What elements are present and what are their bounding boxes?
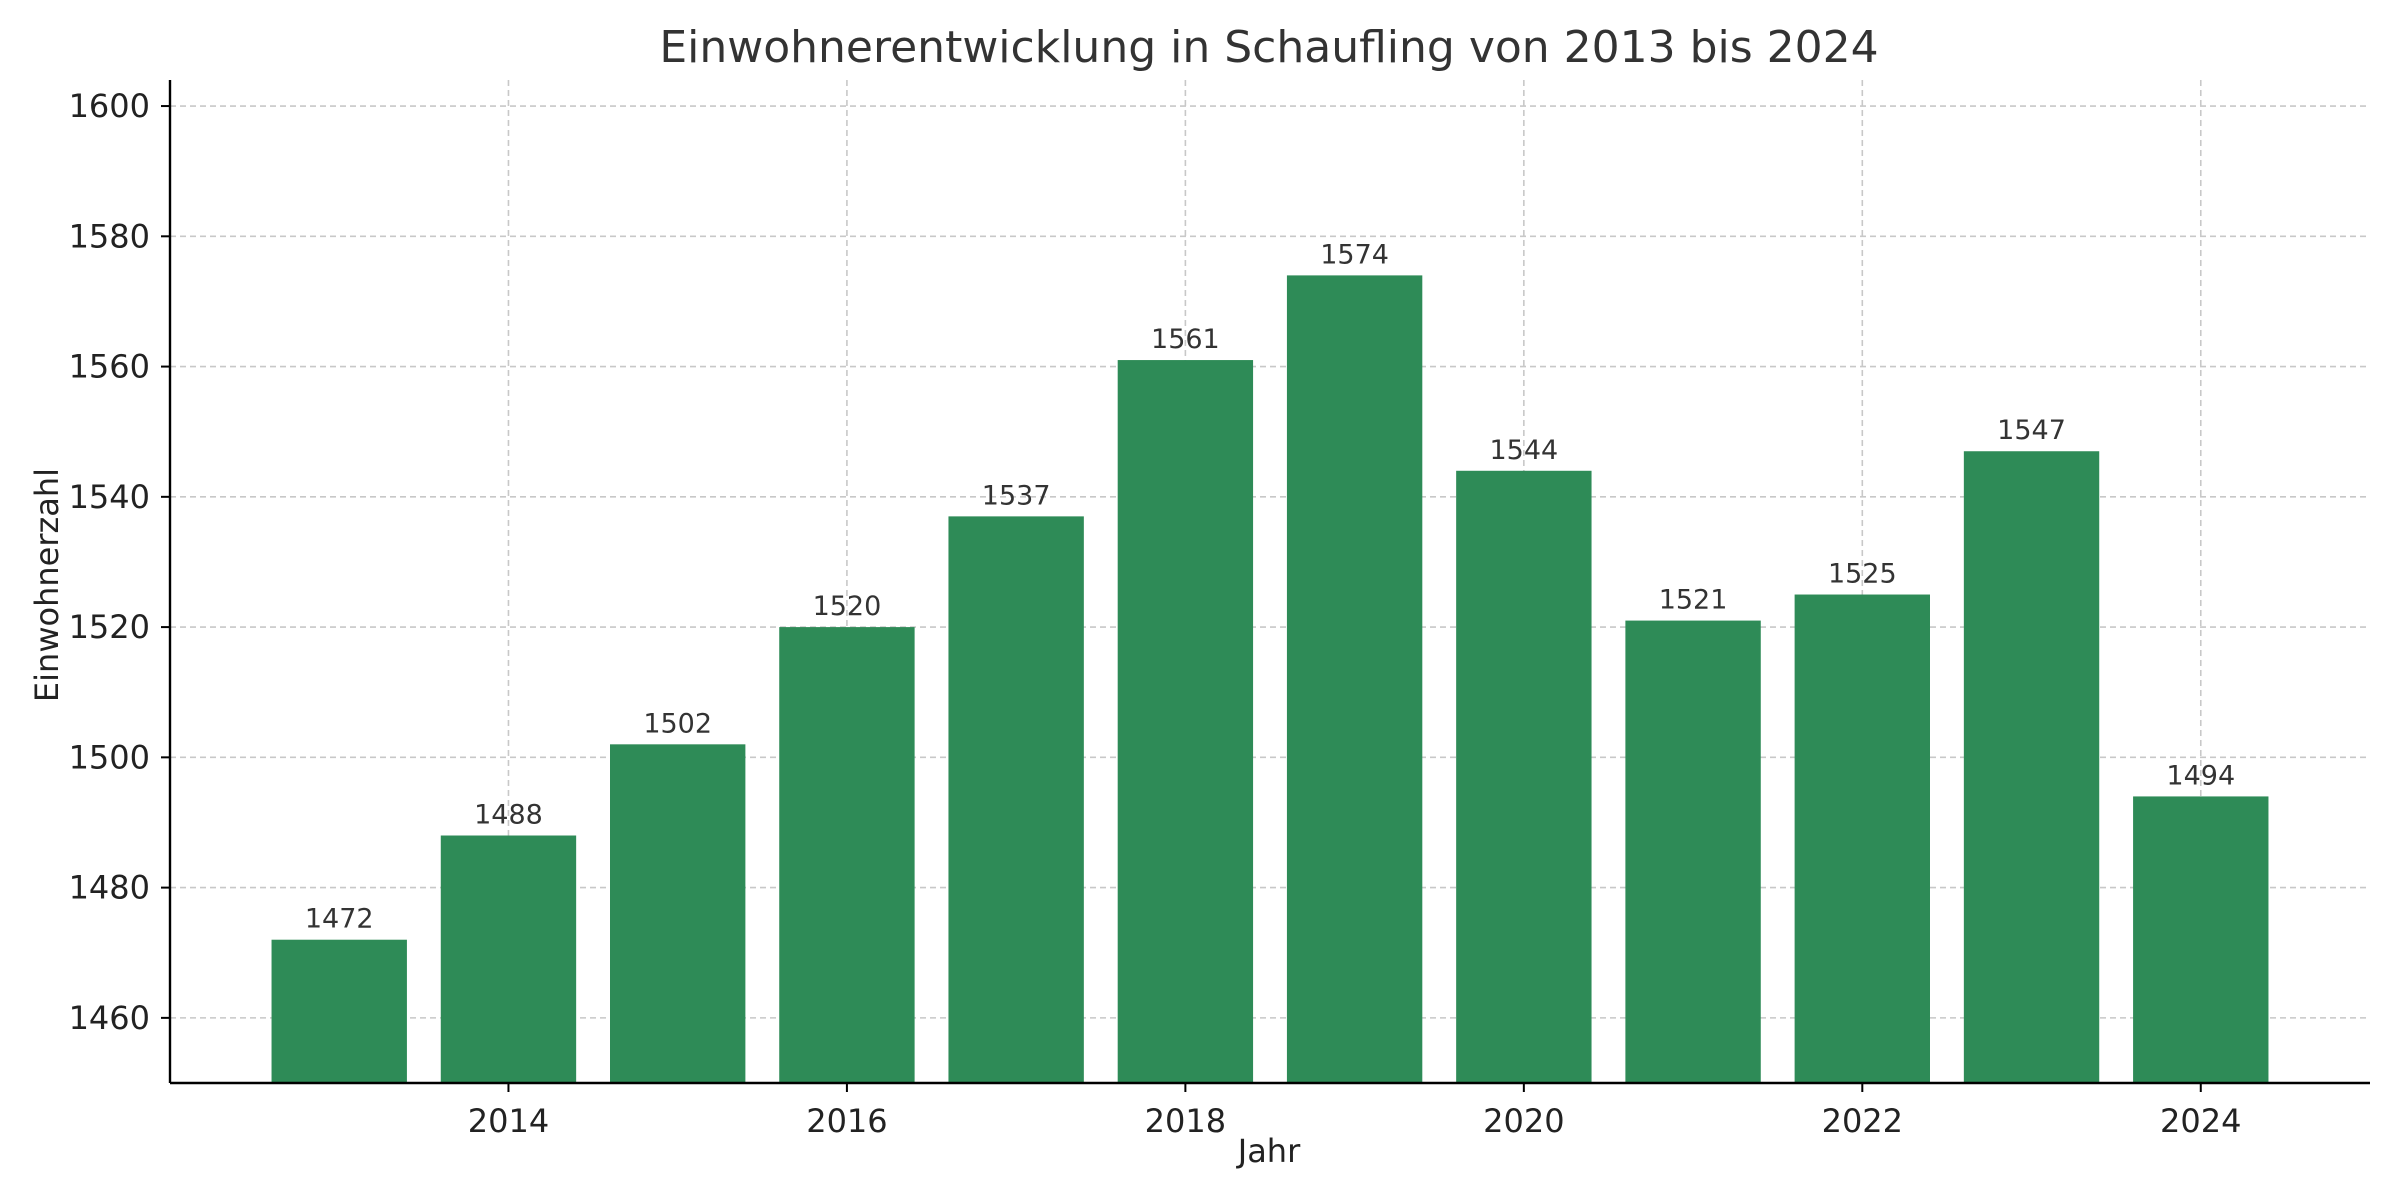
bar-2015 bbox=[610, 744, 746, 1083]
y-tick-label: 1520 bbox=[69, 608, 150, 646]
x-tick-label: 2024 bbox=[2160, 1102, 2241, 1140]
bars-layer bbox=[271, 275, 2269, 1084]
y-axis-title: Einwohnerzahl bbox=[28, 468, 66, 702]
data-label-2013: 1472 bbox=[305, 904, 374, 935]
data-label-2019: 1574 bbox=[1320, 239, 1389, 270]
chart-title: Einwohnerentwicklung in Schaufling von 2… bbox=[659, 22, 1878, 73]
x-tick-label: 2014 bbox=[468, 1102, 549, 1140]
data-label-2023: 1547 bbox=[1997, 415, 2066, 446]
bar-2016 bbox=[779, 627, 915, 1083]
y-tick-label: 1500 bbox=[69, 738, 150, 776]
bar-2024 bbox=[2133, 796, 2269, 1083]
bar-2017 bbox=[948, 516, 1084, 1083]
axes-layer bbox=[168, 80, 2370, 1085]
y-tick-label: 1540 bbox=[69, 478, 150, 516]
x-tick-label: 2016 bbox=[806, 1102, 887, 1140]
data-label-2016: 1520 bbox=[813, 591, 882, 622]
y-tick-label: 1600 bbox=[69, 87, 150, 125]
data-label-2017: 1537 bbox=[982, 480, 1051, 511]
bar-2019 bbox=[1286, 275, 1423, 1083]
data-label-2024: 1494 bbox=[2166, 760, 2235, 791]
data-label-2014: 1488 bbox=[474, 800, 543, 831]
y-tick-label: 1480 bbox=[69, 869, 150, 907]
bar-2020 bbox=[1456, 470, 1592, 1083]
bar-2022 bbox=[1794, 594, 1930, 1083]
x-tick-label: 2022 bbox=[1822, 1102, 1903, 1140]
data-label-2020: 1544 bbox=[1489, 435, 1558, 466]
x-axis-title: Jahr bbox=[1236, 1132, 1301, 1170]
x-tick-label: 2020 bbox=[1483, 1102, 1564, 1140]
bar-2023 bbox=[1963, 451, 2100, 1084]
data-label-2021: 1521 bbox=[1659, 585, 1728, 616]
x-tick-label: 2018 bbox=[1145, 1102, 1226, 1140]
ticks-layer: 1460 1480 1500 1520 1540 1560 1580 1600 2014 2016… bbox=[69, 87, 2242, 1140]
y-tick-label: 1580 bbox=[69, 217, 150, 255]
bar-2014 bbox=[440, 835, 577, 1083]
y-tick-label: 1560 bbox=[69, 348, 150, 386]
bar-2021 bbox=[1625, 620, 1761, 1083]
y-tick-label: 1460 bbox=[69, 999, 150, 1037]
data-labels-layer: 1472 1488 1502 1520 1537 1561 1574 1544 1521 1525… bbox=[305, 239, 2235, 934]
bar-2013 bbox=[271, 939, 407, 1083]
data-label-2018: 1561 bbox=[1151, 324, 1220, 355]
data-label-2015: 1502 bbox=[643, 708, 712, 739]
bar-2018 bbox=[1117, 360, 1254, 1083]
data-label-2022: 1525 bbox=[1828, 559, 1897, 590]
